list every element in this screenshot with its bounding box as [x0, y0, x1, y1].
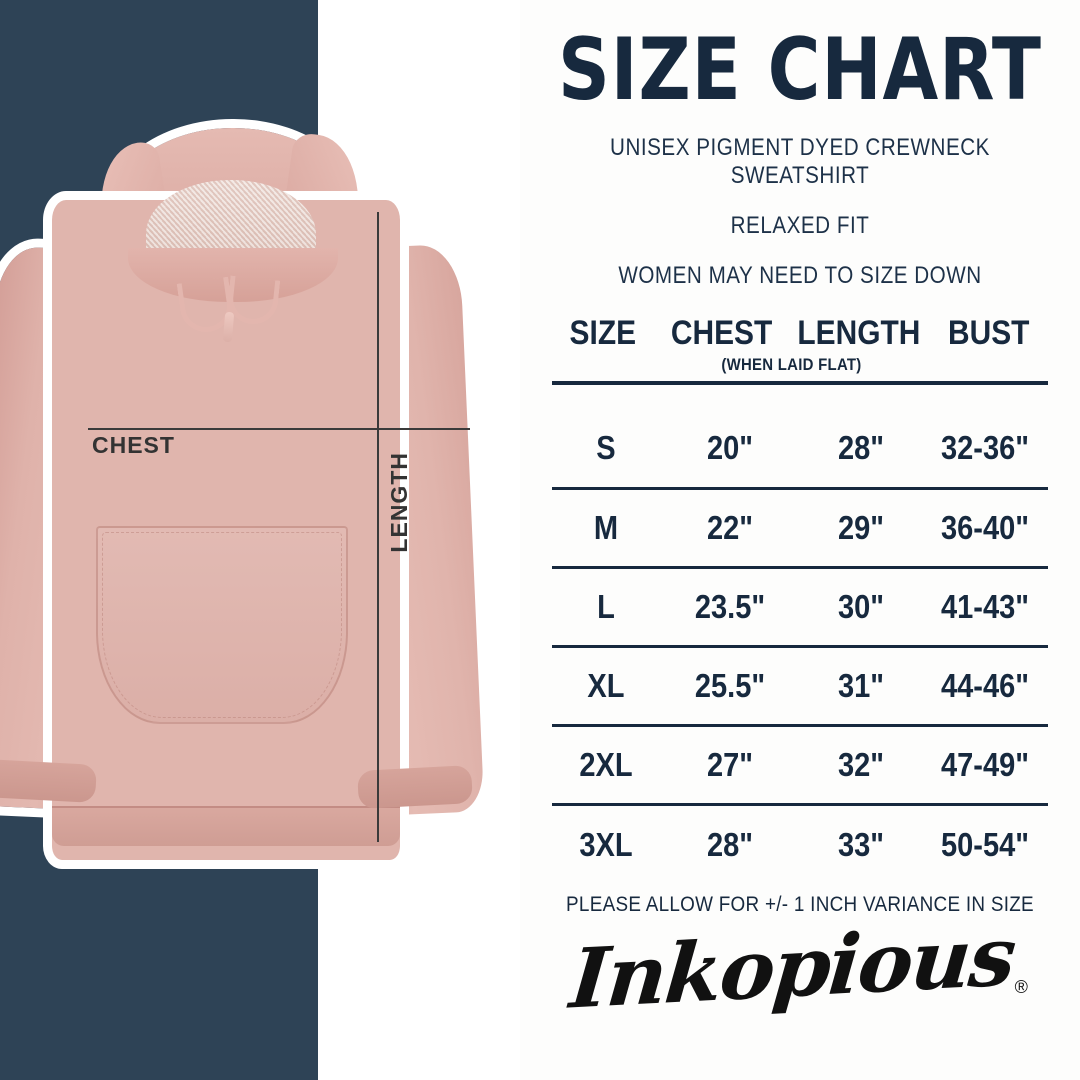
column-header-chest: CHEST: [670, 314, 772, 353]
cell-bust: 44-46": [929, 646, 1041, 727]
brand-name-text: Inkopious: [566, 908, 1019, 1028]
cell-bust: 47-49": [929, 725, 1041, 806]
cell-chest: 22": [668, 488, 792, 569]
chest-measurement-label: CHEST: [92, 432, 175, 458]
ribbed-hem: [52, 806, 400, 846]
cell-length: 32": [807, 725, 915, 806]
cell-size: M: [558, 488, 654, 569]
cell-bust: 32-36": [929, 409, 1041, 490]
subheader-spacer-right: [936, 355, 1041, 381]
table-row: 2XL 27" 32" 47-49": [552, 725, 1048, 806]
size-chart-panel: SIZE CHART UNISEX PIGMENT DYED CREWNECK …: [520, 0, 1080, 1080]
cell-length: 28": [807, 409, 915, 490]
table-row: S 20" 28" 32-36": [552, 409, 1048, 490]
subtitle-sizing-advice: WOMEN MAY NEED TO SIZE DOWN: [618, 262, 982, 290]
cell-chest: 28": [706, 825, 754, 863]
product-photo-panel: CHEST LENGTH: [0, 0, 520, 1080]
table-header-row: SIZE CHEST LENGTH BUST: [552, 314, 1048, 355]
table-row: XL 25.5" 31" 44-46": [552, 646, 1048, 727]
table-subheader-row: (WHEN LAID FLAT): [552, 355, 1048, 381]
cell-size: 3XL: [579, 825, 633, 863]
cell-size: XL: [558, 646, 654, 727]
subtitle-product-name: UNISEX PIGMENT DYED CREWNECK SWEATSHIRT: [610, 134, 990, 190]
registered-trademark-icon: ®: [1014, 977, 1028, 997]
table-row: 3XL 28" 33" 50-54": [552, 804, 1048, 883]
variance-disclaimer: PLEASE ALLOW FOR +/- 1 INCH VARIANCE IN …: [566, 893, 1034, 917]
cell-length: 30": [807, 567, 915, 648]
subheader-spacer-left: [558, 355, 647, 381]
column-header-length: LENGTH: [797, 314, 921, 353]
subtitle-fit: RELAXED FIT: [730, 212, 870, 240]
column-header-bust: BUST: [947, 314, 1029, 353]
cell-chest: 25.5": [668, 646, 792, 727]
cuff-right: [357, 765, 473, 809]
length-measurement-label: LENGTH: [386, 452, 412, 553]
size-chart-table: SIZE CHEST LENGTH BUST (WHEN LAID FLAT): [552, 314, 1048, 381]
table-body: S 20" 28" 32-36" M 22" 29" 36-40" L 23.5…: [552, 409, 1048, 883]
cell-length: 29": [807, 488, 915, 569]
chest-measurement-line: [88, 428, 470, 430]
cell-chest: 23.5": [668, 567, 792, 648]
cell-bust: 50-54": [940, 825, 1030, 863]
cell-length: 33": [837, 825, 885, 863]
cell-size: 2XL: [558, 725, 654, 806]
length-measurement-line: [377, 212, 379, 842]
cell-length: 31": [807, 646, 915, 727]
cell-bust: 36-40": [929, 488, 1041, 569]
sweatshirt-product-image: [0, 128, 498, 873]
table-row: L 23.5" 30" 41-43": [552, 567, 1048, 648]
cell-size: L: [558, 567, 654, 648]
table-row: M 22" 29" 36-40": [552, 488, 1048, 569]
brand-logo: Inkopious ®: [520, 909, 1080, 1028]
page-title: SIZE CHART: [558, 20, 1042, 120]
size-chart-body-table: S 20" 28" 32-36" M 22" 29" 36-40" L 23.5…: [552, 409, 1048, 883]
cell-chest: 20": [668, 409, 792, 490]
cell-size: S: [558, 409, 654, 490]
cell-bust: 41-43": [929, 567, 1041, 648]
table-header: SIZE CHEST LENGTH BUST (WHEN LAID FLAT): [552, 314, 1048, 381]
column-header-size: SIZE: [569, 314, 637, 353]
pocket-seam: [102, 532, 342, 718]
chest-laid-flat-note: (WHEN LAID FLAT): [720, 355, 862, 375]
table-header-divider: [552, 381, 1048, 386]
cell-chest: 27": [668, 725, 792, 806]
cuff-left: [0, 759, 97, 803]
